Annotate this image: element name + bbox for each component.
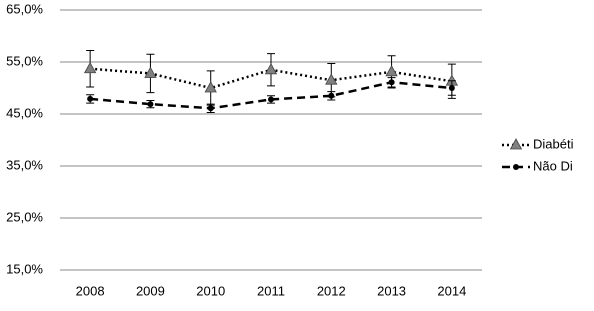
data-point [207,105,214,112]
data-point [87,95,94,102]
data-point [264,62,278,75]
y-tick-label: 55,0% [6,53,43,68]
data-point [385,65,398,77]
data-point [204,81,217,93]
x-tick-label: 2014 [437,283,466,298]
y-tick-label: 35,0% [6,157,43,172]
x-tick-label: 2008 [76,283,105,298]
data-point [268,96,274,103]
data-point [328,92,335,99]
x-tick-label: 2013 [377,283,406,298]
y-tick-label: 45,0% [6,105,43,120]
data-point [147,101,154,108]
data-point [325,73,338,85]
legend-marker [509,138,523,150]
x-tick-label: 2012 [317,283,346,298]
data-point [388,79,395,86]
y-tick-label: 65,0% [6,1,43,16]
x-tick-label: 2011 [257,283,285,298]
y-tick-label: 15,0% [6,261,43,276]
y-tick-label: 25,0% [6,209,43,224]
legend-label: Diabéti [533,136,574,151]
x-tick-label: 2009 [136,283,165,298]
data-point [83,61,97,74]
x-tick-label: 2010 [196,283,225,298]
legend-marker [513,164,519,170]
legend-label: Não Di [533,158,573,173]
data-point [144,66,157,78]
data-point [448,85,455,91]
